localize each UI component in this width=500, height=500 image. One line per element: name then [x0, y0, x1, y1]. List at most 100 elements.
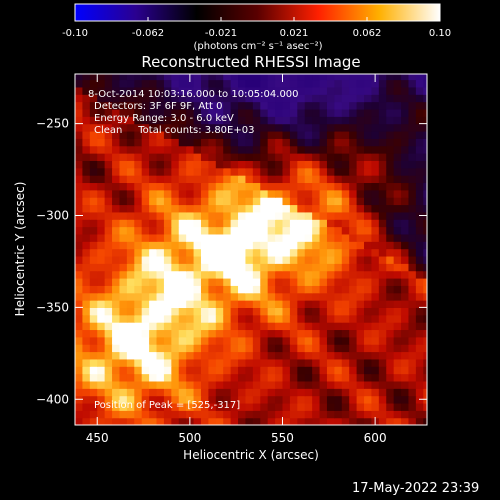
heatmap-cell	[134, 130, 143, 139]
heatmap-cell	[349, 123, 358, 132]
heatmap-cell	[326, 233, 335, 242]
heatmap-cell	[200, 189, 209, 198]
heatmap-cell	[134, 219, 143, 228]
heatmap-cell	[260, 344, 269, 353]
heatmap-cell	[82, 351, 91, 360]
heatmap-cell	[82, 226, 91, 235]
heatmap-cell	[371, 410, 380, 419]
heatmap-cell	[134, 108, 143, 117]
heatmap-cell	[119, 130, 128, 139]
heatmap-cell	[393, 182, 402, 191]
heatmap-cell	[260, 388, 269, 397]
heatmap-cell	[282, 153, 291, 161]
colorbar-tick-label: -0.062	[132, 28, 164, 39]
heatmap-cell	[156, 263, 165, 272]
heatmap-cell	[200, 175, 209, 184]
heatmap-cell	[215, 226, 224, 235]
heatmap-cell	[326, 277, 335, 286]
heatmap-cell	[200, 263, 209, 272]
heatmap-cell	[104, 211, 113, 220]
heatmap-cell	[364, 116, 373, 125]
heatmap-cell	[178, 329, 187, 338]
heatmap-cell	[97, 358, 106, 367]
heatmap-cell	[89, 300, 98, 308]
heatmap-cell	[163, 300, 172, 308]
heatmap-cell	[297, 153, 306, 161]
heatmap-cell	[252, 388, 261, 397]
heatmap-cell	[297, 344, 306, 353]
heatmap-cell	[75, 108, 84, 117]
heatmap-cell	[245, 366, 254, 375]
heatmap-cell	[97, 417, 106, 425]
heatmap-cell	[126, 322, 135, 331]
heatmap-cell	[408, 410, 417, 419]
heatmap-cell	[415, 248, 424, 257]
heatmap-cell	[415, 344, 424, 353]
heatmap-cell	[312, 241, 321, 250]
heatmap-cell	[119, 153, 128, 161]
heatmap-cell	[149, 380, 158, 389]
heatmap-cell	[89, 248, 98, 257]
heatmap-cell	[134, 402, 143, 411]
heatmap-cell	[75, 123, 84, 132]
heatmap-cell	[230, 241, 239, 250]
heatmap-cell	[193, 94, 202, 103]
heatmap-cell	[245, 211, 254, 220]
heatmap-cell	[126, 108, 135, 117]
heatmap-cell	[252, 277, 261, 286]
heatmap-cell	[393, 138, 402, 147]
heatmap-cell	[178, 270, 187, 279]
heatmap-cell	[119, 417, 128, 425]
heatmap-cell	[208, 74, 217, 81]
heatmap-cell	[408, 402, 417, 411]
heatmap-cell	[267, 307, 276, 316]
heatmap-cell	[149, 336, 158, 345]
heatmap-cell	[423, 226, 427, 235]
heatmap-cell	[230, 314, 239, 323]
heatmap-cell	[393, 101, 402, 110]
heatmap-cell	[408, 300, 417, 308]
heatmap-cell	[134, 138, 143, 147]
heatmap-cell	[334, 116, 343, 125]
heatmap-cell	[223, 270, 232, 279]
heatmap-cell	[378, 226, 387, 235]
heatmap-cell	[171, 167, 180, 176]
heatmap-cell	[126, 160, 135, 169]
heatmap-cell	[119, 292, 128, 301]
heatmap-cell	[223, 79, 232, 88]
heatmap-cell	[89, 285, 98, 294]
heatmap-cell	[319, 277, 328, 286]
heatmap-cell	[178, 344, 187, 353]
heatmap-cell	[112, 366, 121, 375]
heatmap-cell	[134, 395, 143, 404]
heatmap-cell	[393, 277, 402, 286]
heatmap-cell	[356, 116, 365, 125]
heatmap-cell	[82, 123, 91, 132]
heatmap-cell	[156, 145, 165, 154]
heatmap-cell	[304, 167, 313, 176]
heatmap-cell	[193, 138, 202, 147]
heatmap-cell	[238, 285, 247, 294]
heatmap-cell	[252, 373, 261, 382]
heatmap-cell	[378, 285, 387, 294]
heatmap-cell	[186, 410, 195, 419]
heatmap-cell	[341, 160, 350, 169]
heatmap-cell	[200, 336, 209, 345]
heatmap-cell	[230, 344, 239, 353]
heatmap-cell	[275, 79, 284, 88]
heatmap-cell	[312, 300, 321, 308]
heatmap-cell	[178, 101, 187, 110]
heatmap-cell	[297, 108, 306, 117]
heatmap-cell	[319, 189, 328, 198]
heatmap-cell	[319, 130, 328, 139]
heatmap-cell	[186, 226, 195, 235]
heatmap-cell	[119, 116, 128, 125]
heatmap-cell	[171, 108, 180, 117]
heatmap-cell	[238, 255, 247, 264]
heatmap-cell	[112, 101, 121, 110]
heatmap-cell	[408, 395, 417, 404]
heatmap-cell	[252, 410, 261, 419]
heatmap-cell	[289, 395, 298, 404]
heatmap-cell	[289, 153, 298, 161]
heatmap-cell	[171, 277, 180, 286]
